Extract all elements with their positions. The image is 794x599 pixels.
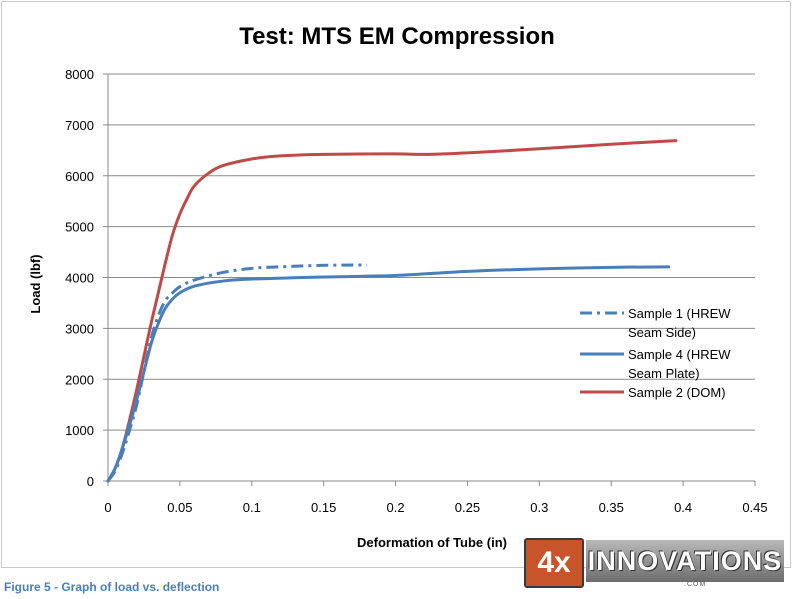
y-tick-label: 3000 [65,321,94,336]
y-axis-label: Load (lbf) [28,254,43,313]
y-tick-label: 0 [87,474,94,489]
x-tick-label: 0.35 [599,500,624,515]
x-tick-label: 0 [104,500,111,515]
x-tick-label: 0.25 [455,500,480,515]
figure-caption: Figure 5 - Graph of load vs. deflection [4,580,220,594]
y-tick-label: 2000 [65,372,94,387]
chart-title: Test: MTS EM Compression [239,23,555,50]
line-chart: Test: MTS EM Compression 0 1000 2000 3000 400… [28,23,768,550]
x-tick-label: 0.3 [530,500,548,515]
x-axis-label: Deformation of Tube (in) [357,535,507,550]
series-line-2 [106,265,671,483]
legend-label: Sample 2 (DOM) [628,385,726,400]
legend-label: Seam Side) [628,325,696,340]
y-tick-label: 1000 [65,423,94,438]
legend-label: Seam Plate) [628,366,700,381]
chart-frame [1,1,791,568]
legend-label: Sample 4 (HREW [628,347,731,362]
logo-wordmark: INNOVATIONS [586,540,784,582]
x-tick-label: 0.4 [674,500,692,515]
y-tick-label: 5000 [65,220,94,235]
y-tick-label: 6000 [65,169,94,184]
x-tick-label: 0.45 [742,500,767,515]
x-tick-label: 0.2 [387,500,405,515]
y-tick-label: 8000 [65,67,94,82]
company-logo: 4x INNOVATIONS .COM [524,532,786,592]
x-tick-label: 0.15 [311,500,336,515]
x-tick-label: 0.05 [167,500,192,515]
y-tick-label: 7000 [65,118,94,133]
series-line-1 [106,263,367,482]
legend-label: Sample 1 (HREW [628,306,731,321]
series-line-3 [106,139,678,483]
y-tick-label: 4000 [65,271,94,286]
logo-dotcom: .COM [684,581,707,588]
logo-badge: 4x [524,538,584,588]
x-tick-label: 0.1 [243,500,261,515]
